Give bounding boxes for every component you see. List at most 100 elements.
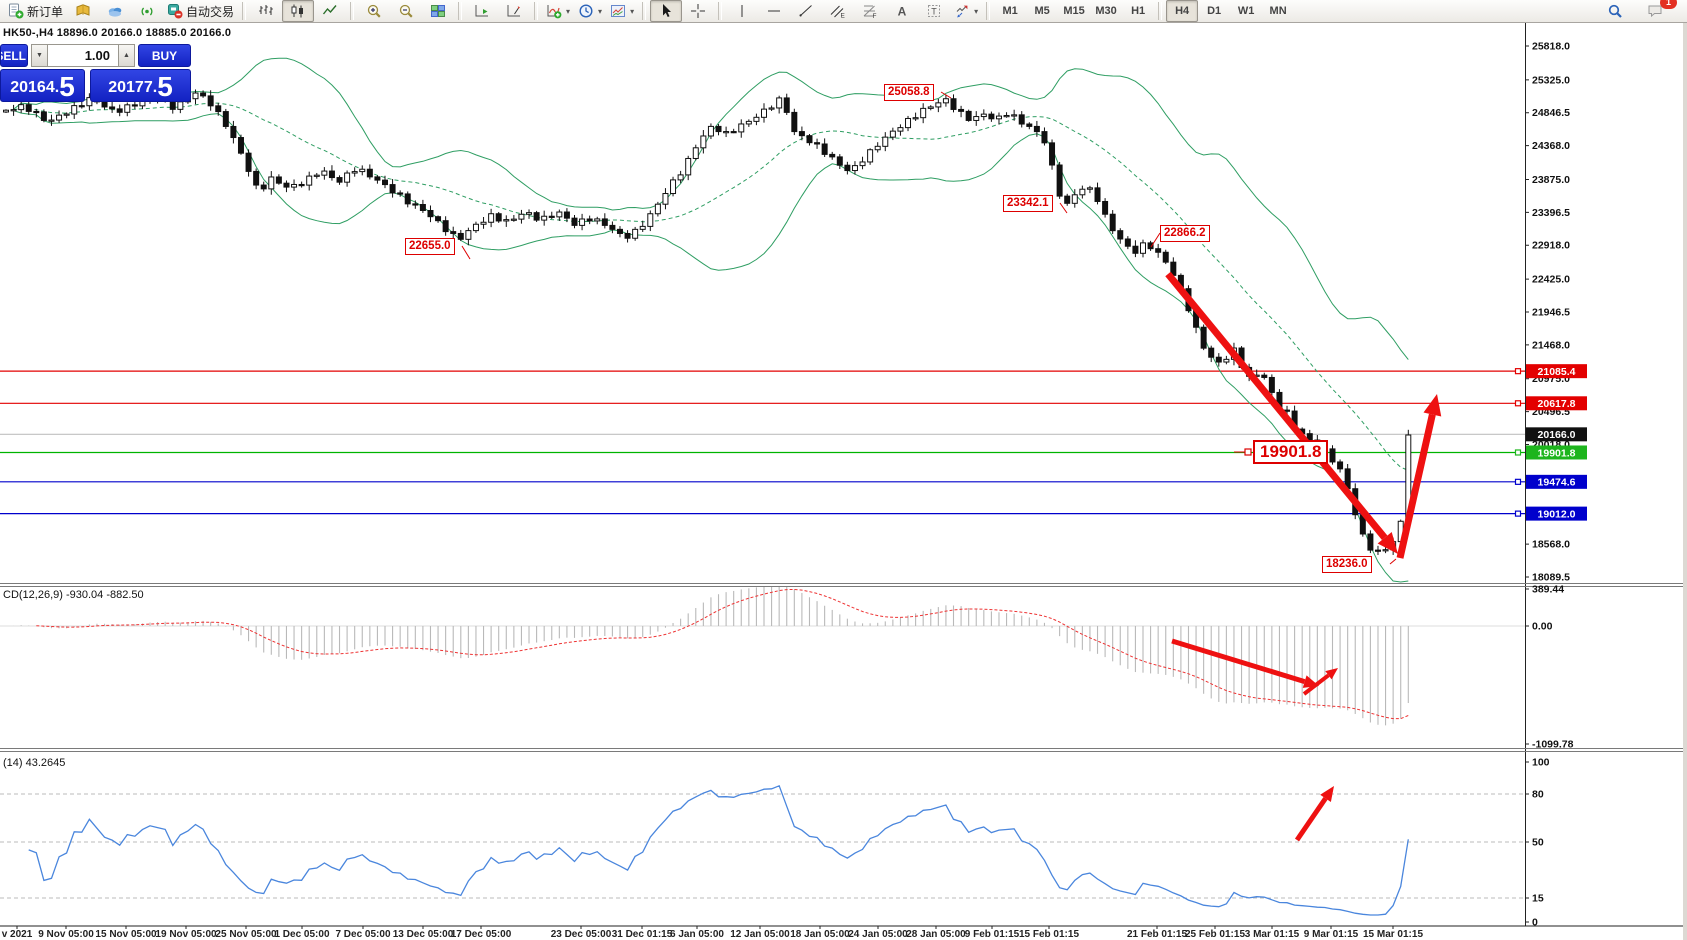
svg-text:12 Jan 05:00: 12 Jan 05:00 (730, 929, 790, 940)
vline-icon (734, 3, 750, 19)
svg-text:v 2021: v 2021 (2, 929, 33, 940)
price-label-annotation[interactable]: 22655.0 (405, 238, 455, 255)
notifications-button[interactable]: 1 (1639, 0, 1677, 22)
zoomin-icon (366, 3, 382, 19)
auto-scroll-button[interactable] (466, 0, 498, 22)
sell-price-display[interactable]: 20164. 5 (0, 69, 85, 102)
svg-text:17 Dec 05:00: 17 Dec 05:00 (451, 929, 512, 940)
trendline-button[interactable] (790, 0, 822, 22)
buy-price-display[interactable]: 20177. 5 (90, 69, 191, 102)
arrows-button[interactable]: ▾ (950, 0, 982, 22)
line-chart-button[interactable] (314, 0, 346, 22)
price-label-annotation[interactable]: 19901.8 (1253, 440, 1329, 464)
periods-button[interactable]: ▾ (574, 0, 606, 22)
timeframe-label: M30 (1095, 5, 1117, 17)
chevron-down-icon[interactable]: ▾ (630, 6, 635, 16)
arrowsym-icon (954, 3, 970, 19)
svg-text:25 Feb 01:15: 25 Feb 01:15 (1185, 929, 1245, 940)
timeframe-h1[interactable]: H1 (1122, 0, 1154, 22)
chevron-down-icon[interactable]: ▾ (566, 6, 571, 16)
horizontal-line-button[interactable] (758, 0, 790, 22)
svg-text:0: 0 (1532, 917, 1538, 929)
timeframe-label: W1 (1237, 5, 1255, 17)
vertical-line-button[interactable] (726, 0, 758, 22)
indicators-button[interactable]: ▾ (542, 0, 574, 22)
svg-text:24846.5: 24846.5 (1532, 107, 1570, 119)
search-icon (1607, 3, 1623, 19)
timeframe-mn[interactable]: MN (1262, 0, 1294, 22)
svg-text:20166.0: 20166.0 (1538, 429, 1576, 441)
toolbar-right: 1 (1599, 0, 1683, 22)
search-button[interactable] (1599, 0, 1631, 22)
channel-icon: E (830, 3, 846, 20)
templates-button[interactable]: ▾ (606, 0, 638, 22)
sell-price-dot: . (54, 79, 60, 96)
toolbar-separator (350, 2, 355, 20)
timeframe-m1[interactable]: M1 (994, 0, 1026, 22)
svg-text:19012.0: 19012.0 (1538, 508, 1576, 520)
zoom-out-button[interactable] (390, 0, 422, 22)
timeframe-label: H1 (1131, 5, 1146, 17)
notification-badge: 1 (1660, 0, 1677, 9)
annotation-connectors (461, 91, 1397, 565)
svg-text:25818.0: 25818.0 (1532, 41, 1570, 53)
timeframe-label: H4 (1175, 5, 1190, 17)
svg-text:18 Jan 05:00: 18 Jan 05:00 (790, 929, 850, 940)
equidistant-channel-button[interactable]: E (822, 0, 854, 22)
macd-panel: 389.44 0.00 -1099.78 (0, 584, 1574, 751)
signals-button[interactable] (131, 0, 163, 22)
timeframe-w1[interactable]: W1 (1230, 0, 1262, 22)
svg-text:23 Dec 05:00: 23 Dec 05:00 (551, 929, 612, 940)
price-label-annotation[interactable]: 23342.1 (1003, 195, 1053, 212)
price-label-annotation[interactable]: 18236.0 (1322, 556, 1372, 573)
chevron-down-icon[interactable]: ▾ (974, 6, 979, 16)
svg-text:19901.8: 19901.8 (1538, 447, 1576, 459)
svg-text:22918.0: 22918.0 (1532, 240, 1570, 252)
buy-button[interactable]: BUY (138, 44, 191, 67)
auto-trading-button[interactable]: 自动交易 (163, 0, 238, 22)
svg-text:9 Feb 01:15: 9 Feb 01:15 (965, 929, 1020, 940)
volume-input[interactable]: 1.00 (48, 44, 118, 67)
chart-ohlc-info: HK50-,H4 18896.0 20166.0 18885.0 20166.0 (3, 27, 232, 39)
data-window-button[interactable] (99, 0, 131, 22)
svg-text:0.00: 0.00 (1532, 621, 1553, 633)
volume-decrease-button[interactable]: ▼ (31, 44, 48, 67)
svg-text:19474.6: 19474.6 (1538, 477, 1576, 489)
tile-windows-button[interactable] (422, 0, 454, 22)
text-button[interactable]: A (886, 0, 918, 22)
price-axis-tags: 21085.4 20617.8 20166.0 19901.8 19474.6 19012… (1514, 364, 1587, 521)
linechart-icon (322, 3, 338, 19)
market-watch-button[interactable] (67, 0, 99, 22)
bar-chart-button[interactable] (250, 0, 282, 22)
text-label-button[interactable]: T (918, 0, 950, 22)
fibonacci-button[interactable]: F (854, 0, 886, 22)
svg-text:28 Jan 05:00: 28 Jan 05:00 (906, 929, 966, 940)
trend-arrows[interactable] (1165, 271, 1442, 842)
price-label-annotation[interactable]: 25058.8 (884, 84, 934, 101)
svg-text:18568.0: 18568.0 (1532, 539, 1570, 551)
toolbar-separator (1158, 2, 1163, 20)
zoom-in-button[interactable] (358, 0, 390, 22)
one-click-trading-panel: SELL ▼ 1.00 ▲ BUY 20164.5 20177.5 (0, 44, 197, 102)
sell-button[interactable]: SELL (0, 44, 28, 67)
timeframe-m15[interactable]: M15 (1058, 0, 1090, 22)
svg-text:24368.0: 24368.0 (1532, 140, 1570, 152)
timeframe-h4[interactable]: H4 (1166, 0, 1199, 22)
buy-price-main: 20177 (108, 79, 153, 96)
svg-text:A: A (898, 5, 907, 19)
candlestick-chart-button[interactable] (282, 0, 315, 22)
new-order-button[interactable]: 新订单 (4, 0, 67, 22)
timeframe-m30[interactable]: M30 (1090, 0, 1122, 22)
sell-price-frac: 5 (59, 71, 75, 102)
chart-shift-button[interactable] (498, 0, 530, 22)
tiles-icon (430, 3, 446, 19)
cursor-button[interactable] (650, 0, 683, 22)
svg-text:21085.4: 21085.4 (1538, 366, 1576, 378)
timeframe-d1[interactable]: D1 (1198, 0, 1230, 22)
volume-increase-button[interactable]: ▲ (118, 44, 135, 67)
crosshair-button[interactable] (682, 0, 714, 22)
timeframe-m5[interactable]: M5 (1026, 0, 1058, 22)
chevron-down-icon[interactable]: ▾ (598, 6, 603, 16)
price-label-annotation[interactable]: 22866.2 (1160, 225, 1210, 242)
